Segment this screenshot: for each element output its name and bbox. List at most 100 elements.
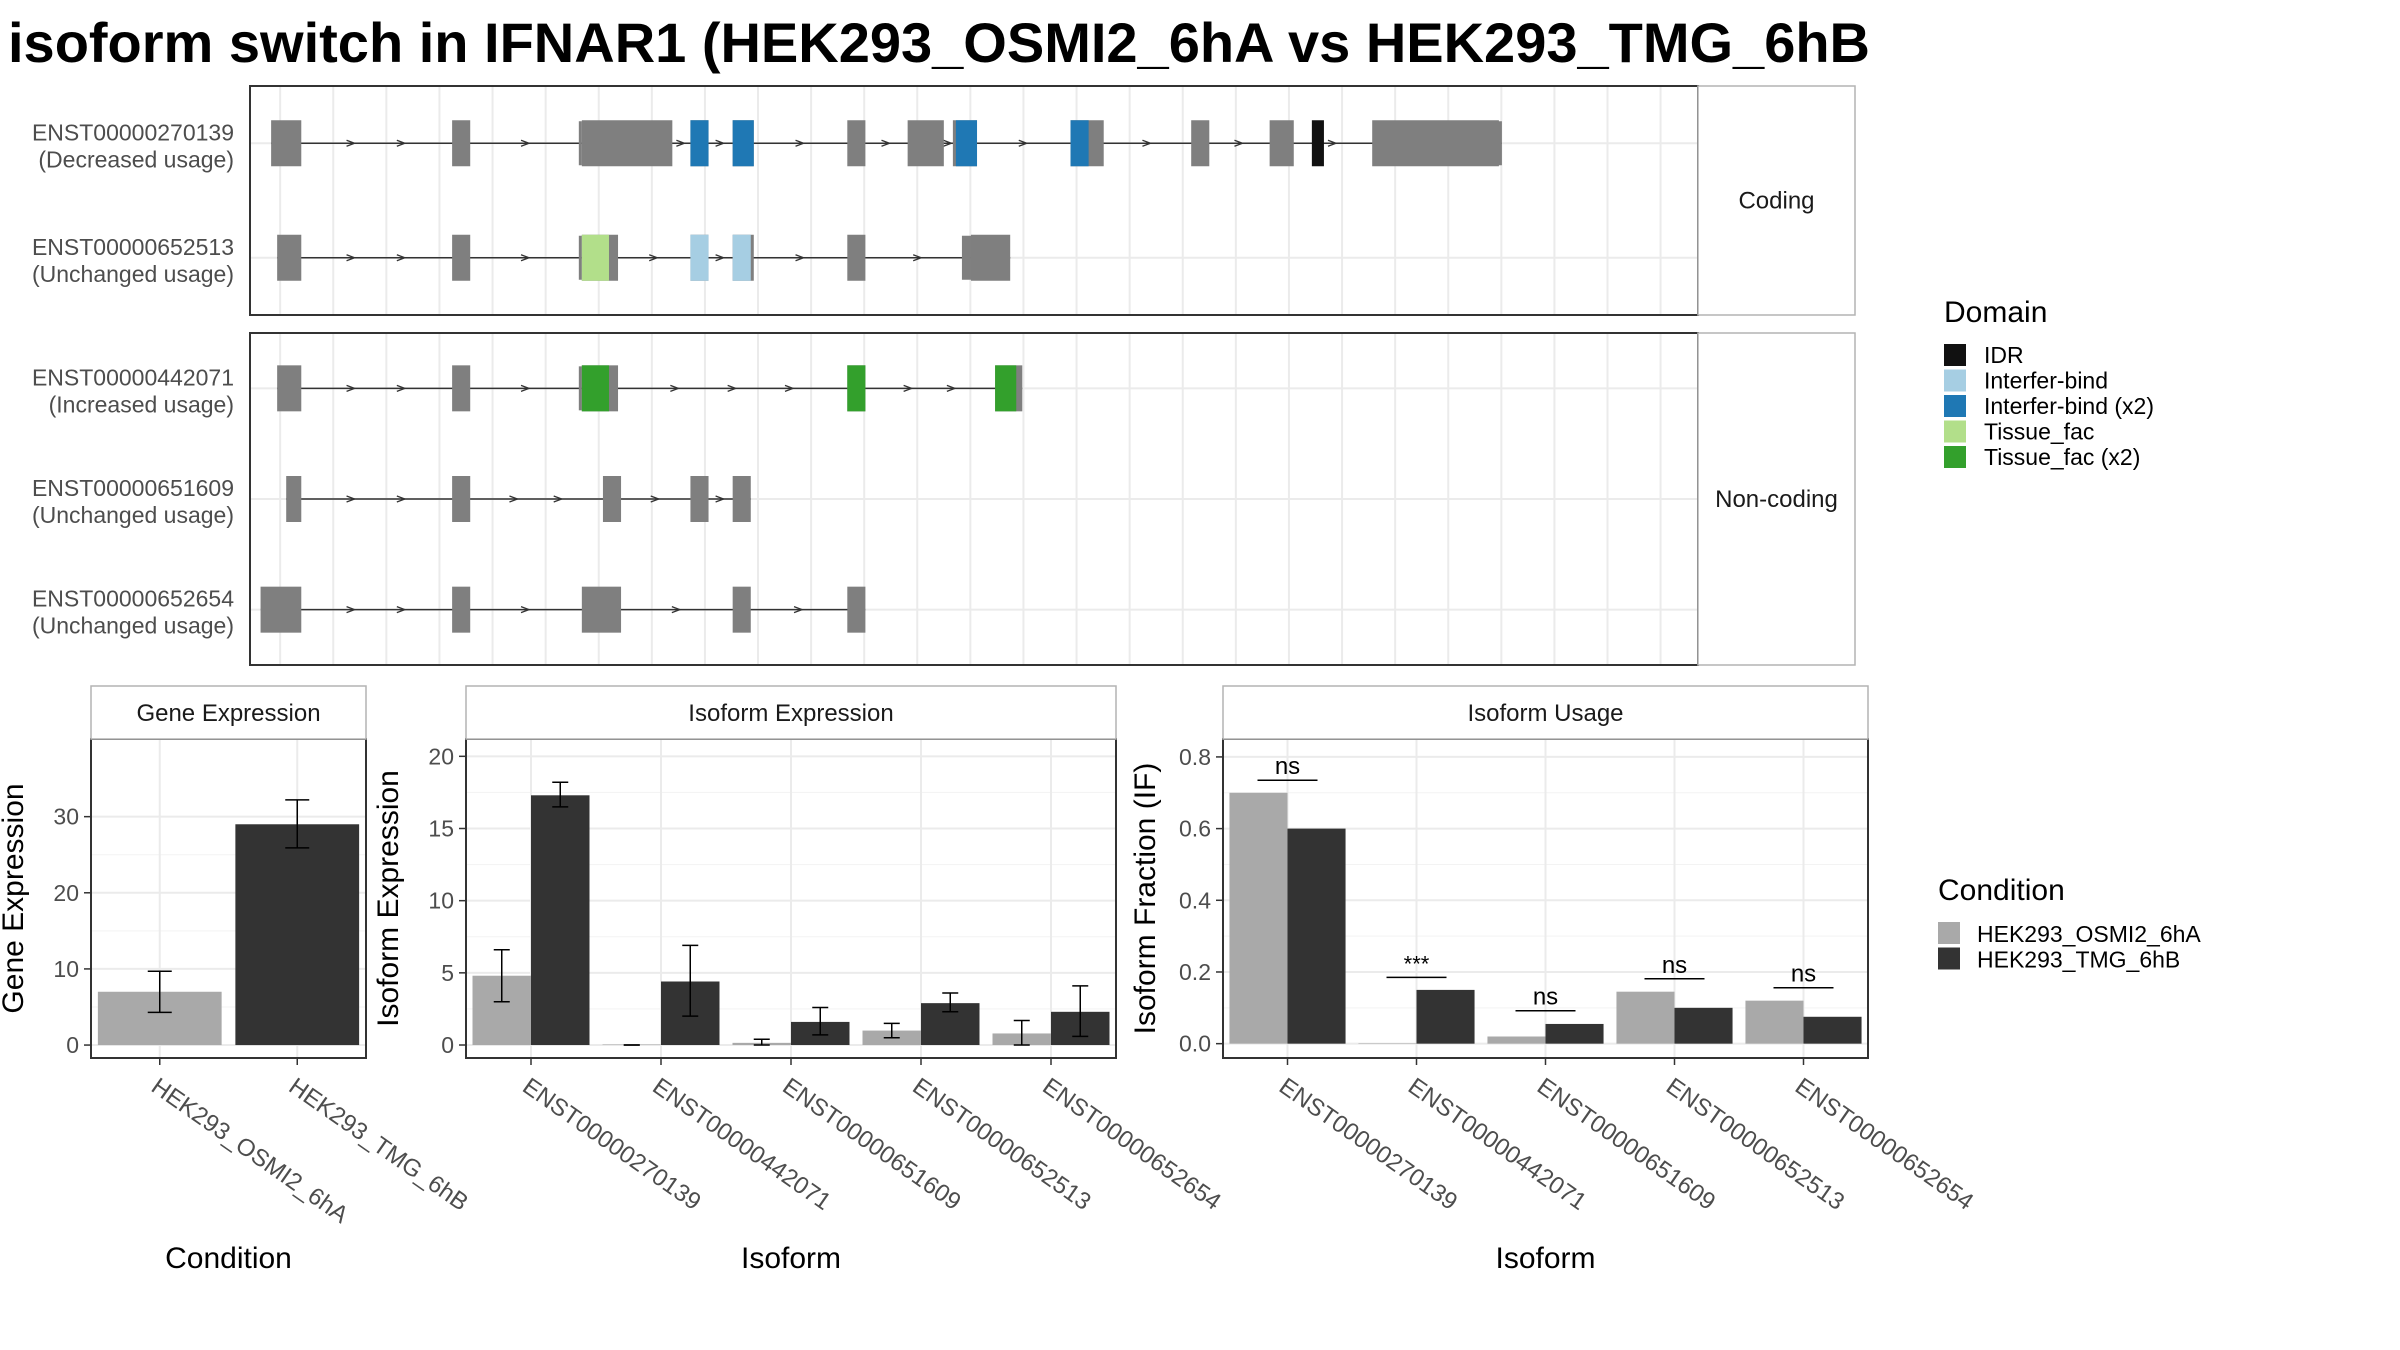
direction-arrow (520, 254, 531, 262)
significance-label: ns (1533, 984, 1558, 1011)
direction-arrow (793, 606, 804, 614)
direction-arrow (520, 606, 531, 614)
domain-tissue-fac (581, 234, 609, 281)
facet-strip (1697, 85, 1856, 316)
panel-strip (90, 685, 367, 740)
significance-label: ns (1275, 753, 1300, 780)
y-tick-label: 0.6 (1179, 816, 1211, 842)
exon (452, 234, 471, 281)
y-tick-label: 15 (428, 815, 454, 841)
bar-cond-a (1358, 1043, 1417, 1044)
exon (581, 120, 673, 167)
direction-arrow (509, 495, 520, 503)
bar-cond-b (1674, 1007, 1733, 1044)
x-axis-label: Condition (165, 1242, 292, 1275)
direction-arrow (553, 495, 564, 503)
transcript-usage-label: (Unchanged usage) (32, 613, 234, 639)
exon-utr (578, 366, 582, 411)
direction-arrow (912, 254, 924, 262)
y-tick-label: 0.2 (1179, 959, 1211, 985)
direction-arrow (946, 384, 957, 392)
y-tick-label: 10 (428, 888, 454, 914)
transcript-id-label: ENST00000442071 (32, 364, 234, 390)
exon (970, 234, 1011, 281)
direction-arrow (346, 384, 357, 392)
exon (732, 476, 751, 522)
transcript-id-label: ENST00000270139 (32, 119, 234, 145)
exon (581, 586, 622, 633)
y-tick-label: 0 (66, 1032, 79, 1058)
transcript-id-label: ENST00000652654 (32, 586, 234, 612)
legend-label: IDR (1984, 342, 2024, 368)
exon (452, 586, 471, 633)
transcript-usage-label: (Unchanged usage) (32, 261, 234, 287)
structure-panel-coding: ENST00000270139(Decreased usage)ENST0000… (32, 85, 1856, 316)
direction-arrow (346, 254, 357, 262)
bar-cond-a (1229, 792, 1288, 1044)
legend-label: Interfer-bind (1984, 368, 2108, 394)
legend-key (1944, 395, 1966, 417)
bar-cond-b (531, 795, 590, 1046)
direction-arrow (346, 139, 357, 147)
transcript-ENST00000651609: ENST00000651609(Unchanged usage) (32, 475, 1698, 528)
figure-title-container: he isoform switch in IFNAR1 (HEK293_OSMI… (0, 8, 1870, 78)
legend-key (1944, 344, 1966, 366)
direction-arrow (396, 254, 407, 262)
transcript-ENST00000442071: ENST00000442071(Increased usage) (32, 364, 1698, 417)
transcript-usage-label: (Unchanged usage) (32, 502, 234, 528)
legend-key (1944, 369, 1966, 392)
bar (235, 824, 360, 1046)
domain-tissue-fac-x2- (581, 365, 609, 412)
direction-arrow (1327, 139, 1338, 147)
legend-label: HEK293_TMG_6hB (1977, 947, 2180, 973)
exon (1269, 120, 1294, 167)
direction-arrow (346, 495, 357, 503)
exon (690, 476, 709, 522)
direction-arrow (727, 384, 738, 392)
transcript-ENST00000270139: ENST00000270139(Decreased usage) (32, 119, 1698, 172)
direction-arrow (784, 384, 795, 392)
exon (732, 586, 751, 633)
facet-strip (1697, 332, 1856, 666)
domain-tissue-fac-x2- (847, 365, 866, 412)
direction-arrow (943, 139, 954, 147)
domain-tissue-fac-x2- (995, 365, 1017, 412)
direction-arrow (396, 495, 407, 503)
x-axis-label: Isoform (741, 1242, 841, 1275)
bar-cond-a (1487, 1036, 1546, 1044)
exon (1372, 120, 1499, 167)
exon (602, 476, 622, 522)
exon (452, 476, 471, 522)
expression-panels: Gene Expression0102030HEK293_OSMI2_6hAHE… (0, 685, 1978, 1275)
direction-arrow (346, 606, 357, 614)
panel-strip (1222, 685, 1869, 740)
y-tick-label: 0.8 (1179, 744, 1211, 770)
panel-title: Isoform Usage (1467, 700, 1623, 727)
panel-title: Isoform Expression (688, 700, 893, 727)
transcript-usage-label: (Increased usage) (49, 391, 234, 417)
legend-label: Tissue_fac (1984, 419, 2094, 445)
domain-idr (1311, 120, 1324, 167)
facet-label-coding: Coding (1738, 188, 1814, 215)
legend-key (1938, 947, 1960, 970)
transcript-ENST00000652513: ENST00000652513(Unchanged usage) (32, 234, 1698, 287)
figure-title: he isoform switch in IFNAR1 (HEK293_OSMI… (0, 11, 1870, 74)
legend-label: Interfer-bind (x2) (1984, 393, 2154, 419)
y-tick-label: 20 (53, 880, 79, 906)
x-axis-label: Isoform (1495, 1242, 1595, 1275)
y-tick-label: 20 (428, 743, 454, 769)
transcript-ENST00000652654: ENST00000652654(Unchanged usage) (32, 586, 1698, 639)
exon (277, 365, 302, 412)
bar-cond-b (1416, 989, 1475, 1044)
bar-cond-b (1545, 1023, 1604, 1044)
direction-arrow (715, 139, 726, 147)
transcript-id-label: ENST00000651609 (32, 475, 234, 501)
direction-arrow (1234, 139, 1245, 147)
bar-cond-b (1287, 828, 1346, 1044)
domain-interfer-bind (732, 234, 751, 281)
exon (277, 234, 302, 281)
y-tick-label: 0 (441, 1032, 454, 1058)
transcript-structure-plot: ENST00000270139(Decreased usage)ENST0000… (32, 85, 1856, 666)
legend-key (1944, 446, 1966, 468)
exon (452, 120, 471, 167)
